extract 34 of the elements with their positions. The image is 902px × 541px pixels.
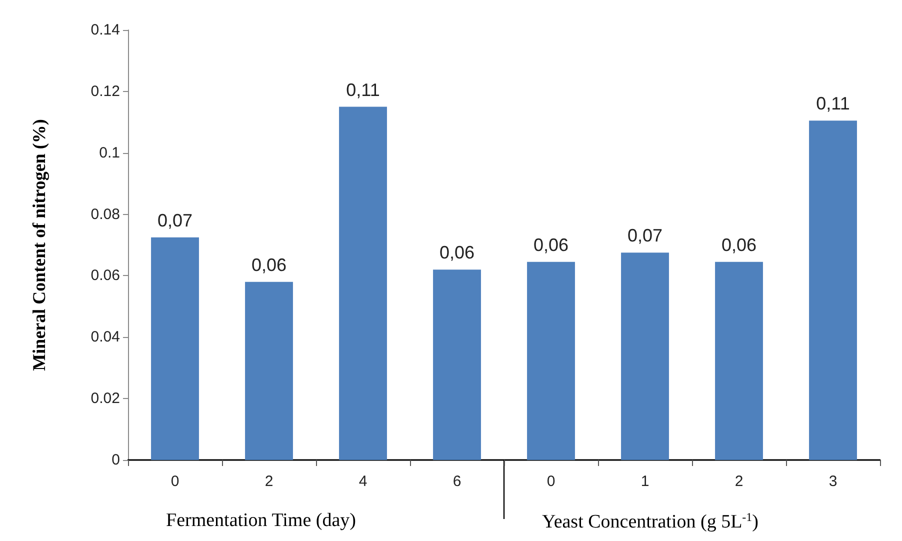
data-label: 0,11 <box>346 80 380 100</box>
y-tick-label: 0.08 <box>90 206 120 223</box>
x-tick-label: 6 <box>452 473 462 490</box>
bar <box>339 106 387 460</box>
bar <box>715 262 763 460</box>
bar <box>433 270 481 460</box>
y-tick-label: 0.12 <box>90 82 120 100</box>
y-tick-label: 0.04 <box>90 328 120 346</box>
bar <box>809 120 857 460</box>
data-label: 0,07 <box>627 226 663 246</box>
x-tick-label: 0 <box>170 473 180 490</box>
bar <box>245 282 293 460</box>
x-tick-label: 3 <box>828 473 838 490</box>
y-tick-label: 0.1 <box>99 144 120 162</box>
y-tick-label: 0.02 <box>90 390 120 408</box>
y-axis-title: Mineral Content of nitrogen (%) <box>29 119 49 371</box>
y-tick-label: 0.14 <box>90 22 120 38</box>
x-tick-label: 2 <box>264 473 274 490</box>
bar <box>151 237 199 460</box>
text: Fermentation Time (day) <box>166 510 356 531</box>
y-tick-label: 0.06 <box>90 267 120 284</box>
bar <box>621 252 669 460</box>
data-label: 0,11 <box>816 94 850 114</box>
data-label: 0,07 <box>157 210 193 230</box>
y-tick-label: 0 <box>112 452 120 468</box>
data-label: 0,06 <box>439 242 475 263</box>
data-label: 0,06 <box>533 234 569 255</box>
data-label: 0,06 <box>251 254 287 275</box>
bar <box>527 262 575 460</box>
x-tick-label: 0 <box>546 473 556 490</box>
x-tick-label: 4 <box>358 473 368 490</box>
x-tick-label: 1 <box>640 473 650 490</box>
data-label: 0,06 <box>721 234 757 255</box>
x-tick-label: 2 <box>734 473 744 490</box>
